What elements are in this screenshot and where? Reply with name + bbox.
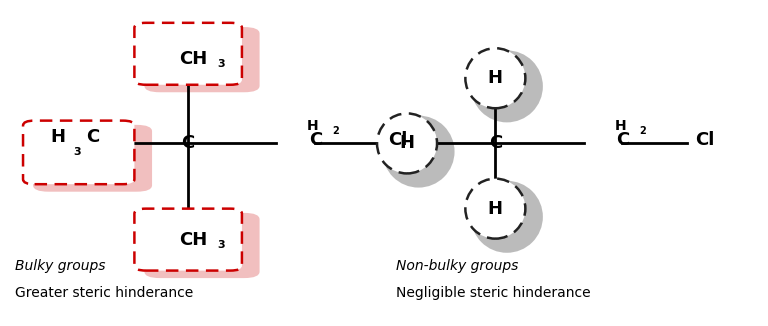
Text: H: H — [488, 200, 503, 218]
FancyBboxPatch shape — [33, 125, 152, 192]
Text: Cl: Cl — [388, 131, 407, 149]
Ellipse shape — [471, 51, 543, 122]
FancyBboxPatch shape — [144, 27, 260, 92]
Ellipse shape — [377, 113, 437, 173]
Text: C: C — [309, 131, 322, 149]
Text: CH: CH — [179, 50, 207, 68]
Text: C: C — [488, 134, 502, 153]
FancyBboxPatch shape — [144, 213, 260, 278]
Ellipse shape — [382, 116, 455, 187]
Text: H: H — [399, 134, 415, 153]
Ellipse shape — [465, 179, 525, 239]
Ellipse shape — [471, 181, 543, 253]
Text: C: C — [86, 128, 99, 146]
Ellipse shape — [465, 48, 525, 108]
Text: Greater steric hinderance: Greater steric hinderance — [15, 287, 194, 300]
Text: 3: 3 — [217, 240, 225, 249]
Text: Cl: Cl — [695, 131, 714, 149]
Text: 2: 2 — [639, 126, 646, 136]
Text: C: C — [616, 131, 629, 149]
Text: H: H — [614, 119, 626, 132]
Text: CH: CH — [179, 230, 207, 249]
Text: H: H — [50, 128, 65, 146]
FancyBboxPatch shape — [134, 209, 242, 271]
Text: Non-bulky groups: Non-bulky groups — [396, 259, 518, 273]
Text: Negligible steric hinderance: Negligible steric hinderance — [396, 287, 590, 300]
Text: 2: 2 — [332, 126, 339, 136]
Text: H: H — [307, 119, 319, 132]
Text: Bulky groups: Bulky groups — [15, 259, 106, 273]
Text: H: H — [488, 69, 503, 87]
Text: 3: 3 — [217, 59, 225, 68]
FancyBboxPatch shape — [23, 121, 134, 184]
FancyBboxPatch shape — [134, 23, 242, 85]
Text: C: C — [181, 134, 195, 153]
Text: 3: 3 — [73, 147, 81, 156]
